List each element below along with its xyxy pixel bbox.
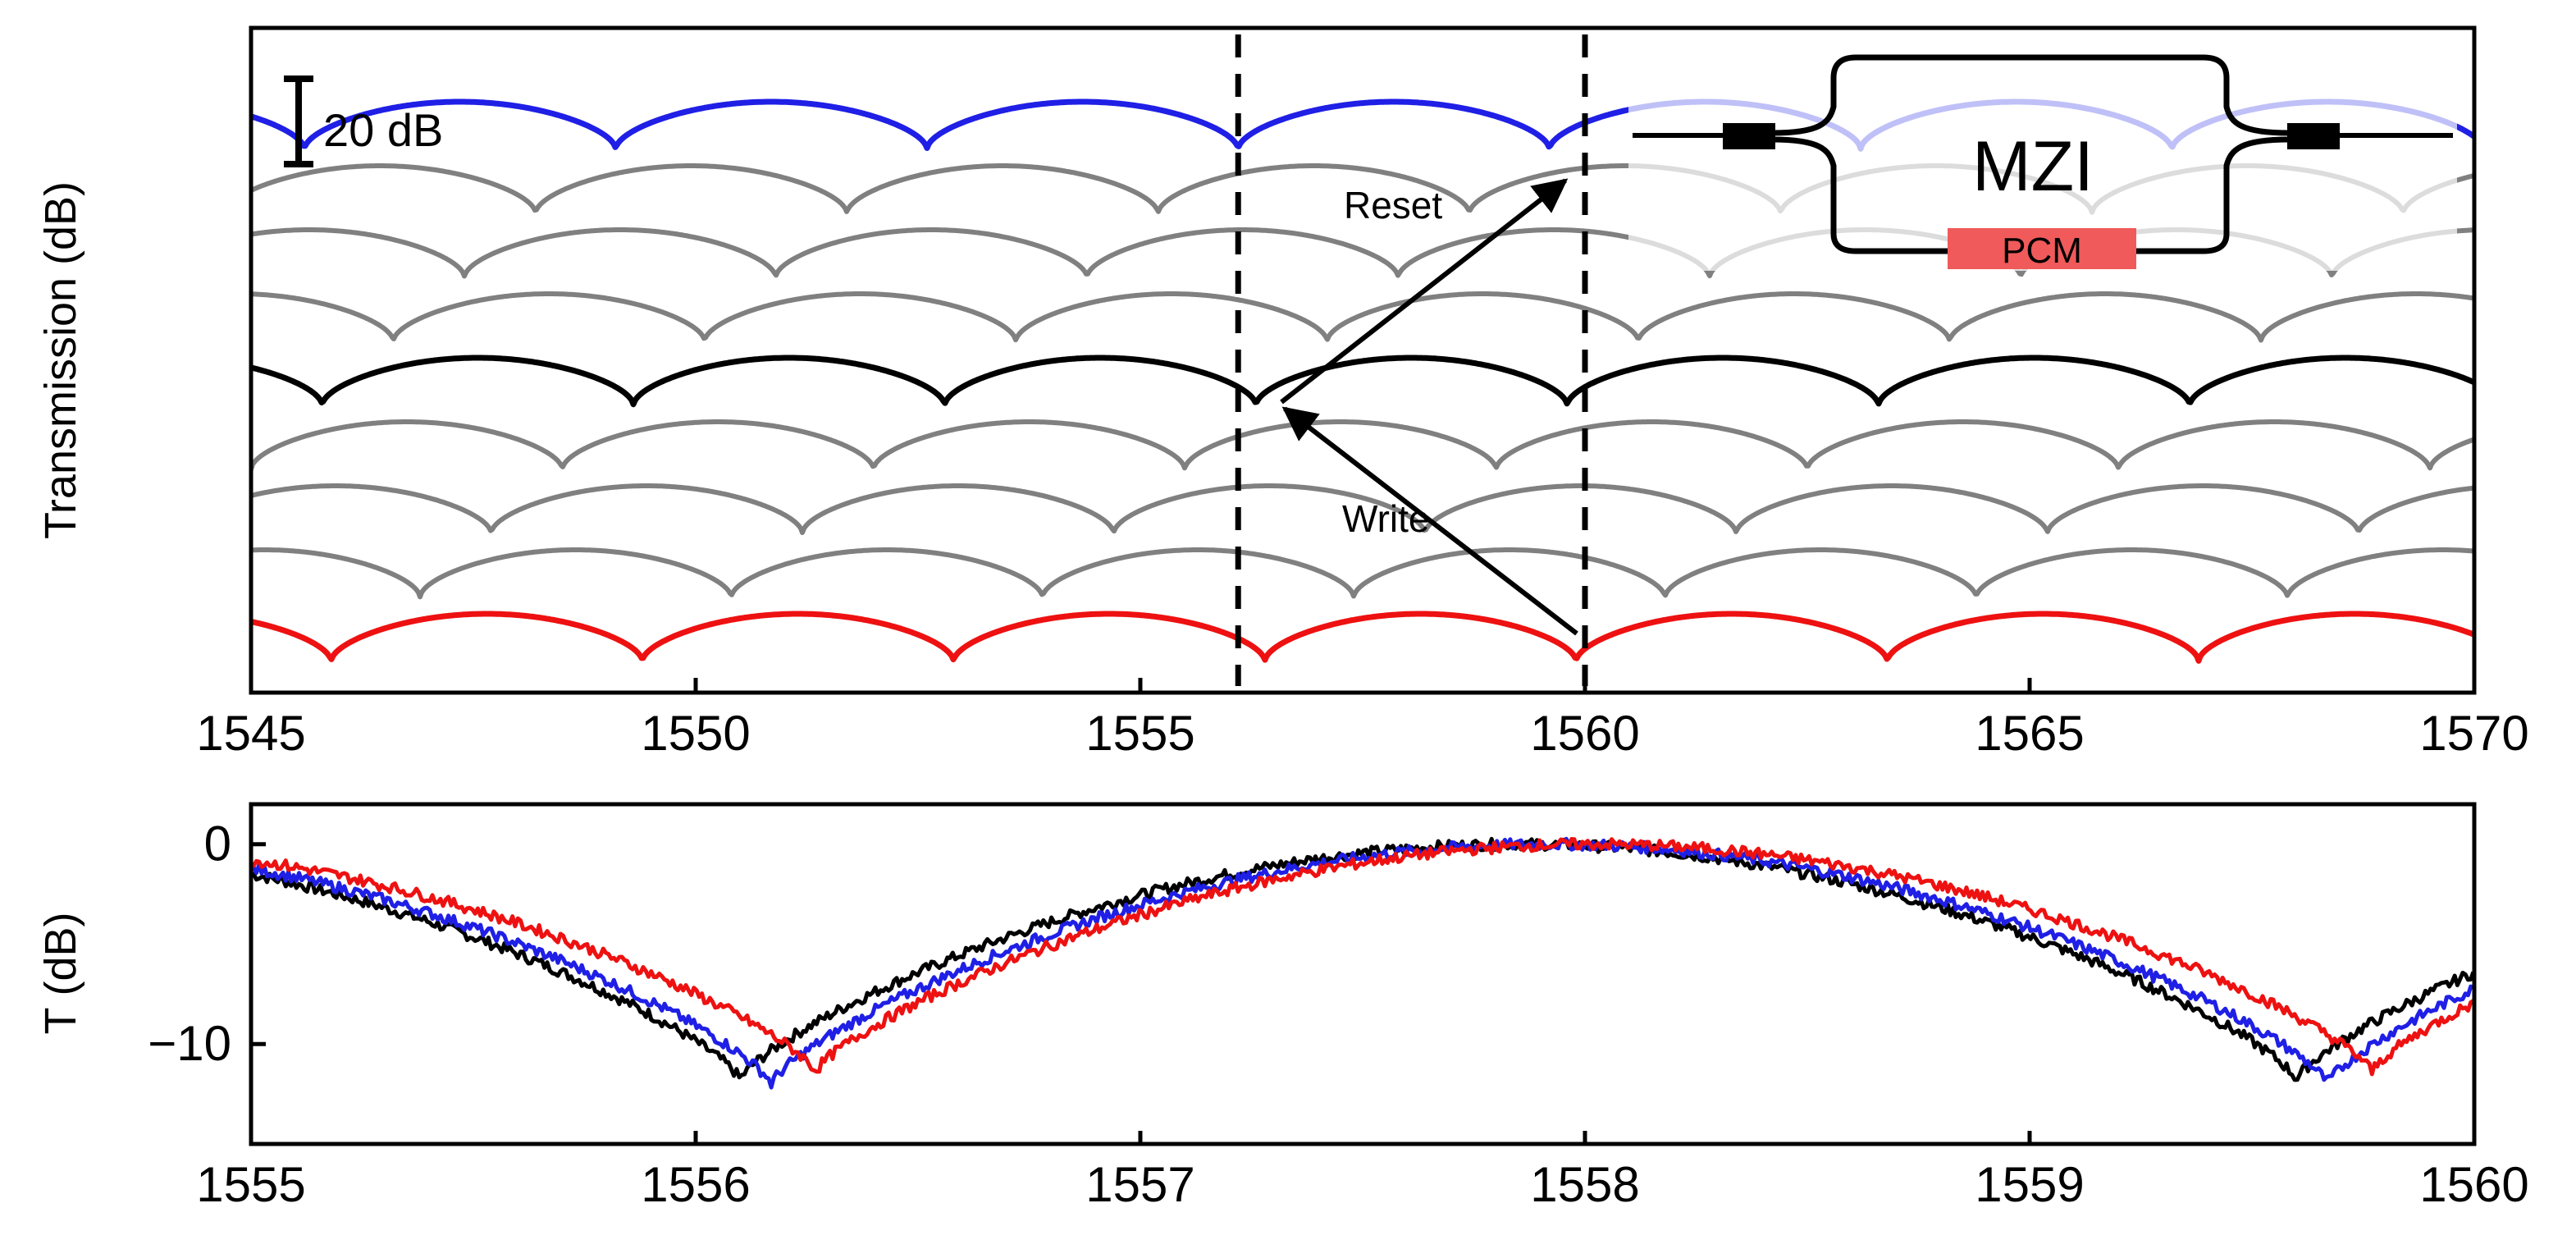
pcm-patch [1948,228,2136,269]
mzi-label: MZI [1972,127,2094,206]
bottom-series-group [251,836,2474,1090]
top-series-line-6 [251,483,2474,535]
top-x-tick-label: 1550 [641,706,750,761]
bottom-x-tick-label: 1557 [1085,1157,1194,1212]
top-x-tick-label: 1555 [1085,706,1194,761]
bottom-y-axis-title: T (dB) [36,912,85,1034]
top-series-line-7 [251,547,2474,600]
reset-arrow [1280,178,1569,405]
top-x-tick-label: 1570 [2419,706,2528,761]
write-arrow [1281,406,1578,636]
bottom-series-line-red [251,837,2474,1077]
bottom-series-line-blue [251,836,2474,1090]
top-series-group [251,98,2474,664]
top-x-tick-label: 1545 [196,706,305,761]
top-x-axis: 1545 1550 1555 1560 1565 1570 [196,678,2529,761]
top-series-line-8 [251,611,2474,664]
bottom-y-tick-label: −10 [148,1016,231,1071]
bottom-x-tick-label: 1556 [641,1157,750,1212]
bottom-x-tick-label: 1558 [1530,1157,1639,1212]
top-series-line-3 [251,291,2474,343]
top-series-line-4 [251,355,2474,408]
mzi-output-coupler [2287,123,2340,149]
pcm-label: PCM [2002,231,2082,271]
top-series-line-5 [251,419,2474,472]
mzi-inset-diagram: PCM MZI [1628,49,2457,271]
scale-bar-label: 20 dB [323,104,443,156]
top-x-tick-label: 1560 [1530,706,1639,761]
bottom-plot-frame [249,802,2477,1146]
top-panel: Reset Write 20 dB PCM MZI 1545 1550 1555 15… [36,25,2529,761]
top-x-tick-label: 1565 [1975,706,2084,761]
top-y-axis-title: Transmission (dB) [36,181,85,539]
bottom-y-tick-label: 0 [204,817,231,872]
scale-bar: 20 dB [284,75,443,167]
bottom-x-axis: 1555 1556 1557 1558 1559 1560 [196,1131,2529,1212]
reset-annotation: Reset [1344,184,1442,226]
bottom-x-tick-label: 1559 [1975,1157,2084,1212]
mzi-input-coupler [1723,123,1775,149]
bottom-panel: 1555 1556 1557 1558 1559 1560 0 −10 T (dB) [36,802,2529,1212]
bottom-x-tick-label: 1560 [2419,1157,2528,1212]
bottom-series-line-black [251,836,2474,1082]
bottom-y-axis: 0 −10 [148,817,266,1071]
top-plot-frame [249,25,2477,695]
write-annotation: Write [1342,497,1430,540]
bottom-x-tick-label: 1555 [196,1157,305,1212]
